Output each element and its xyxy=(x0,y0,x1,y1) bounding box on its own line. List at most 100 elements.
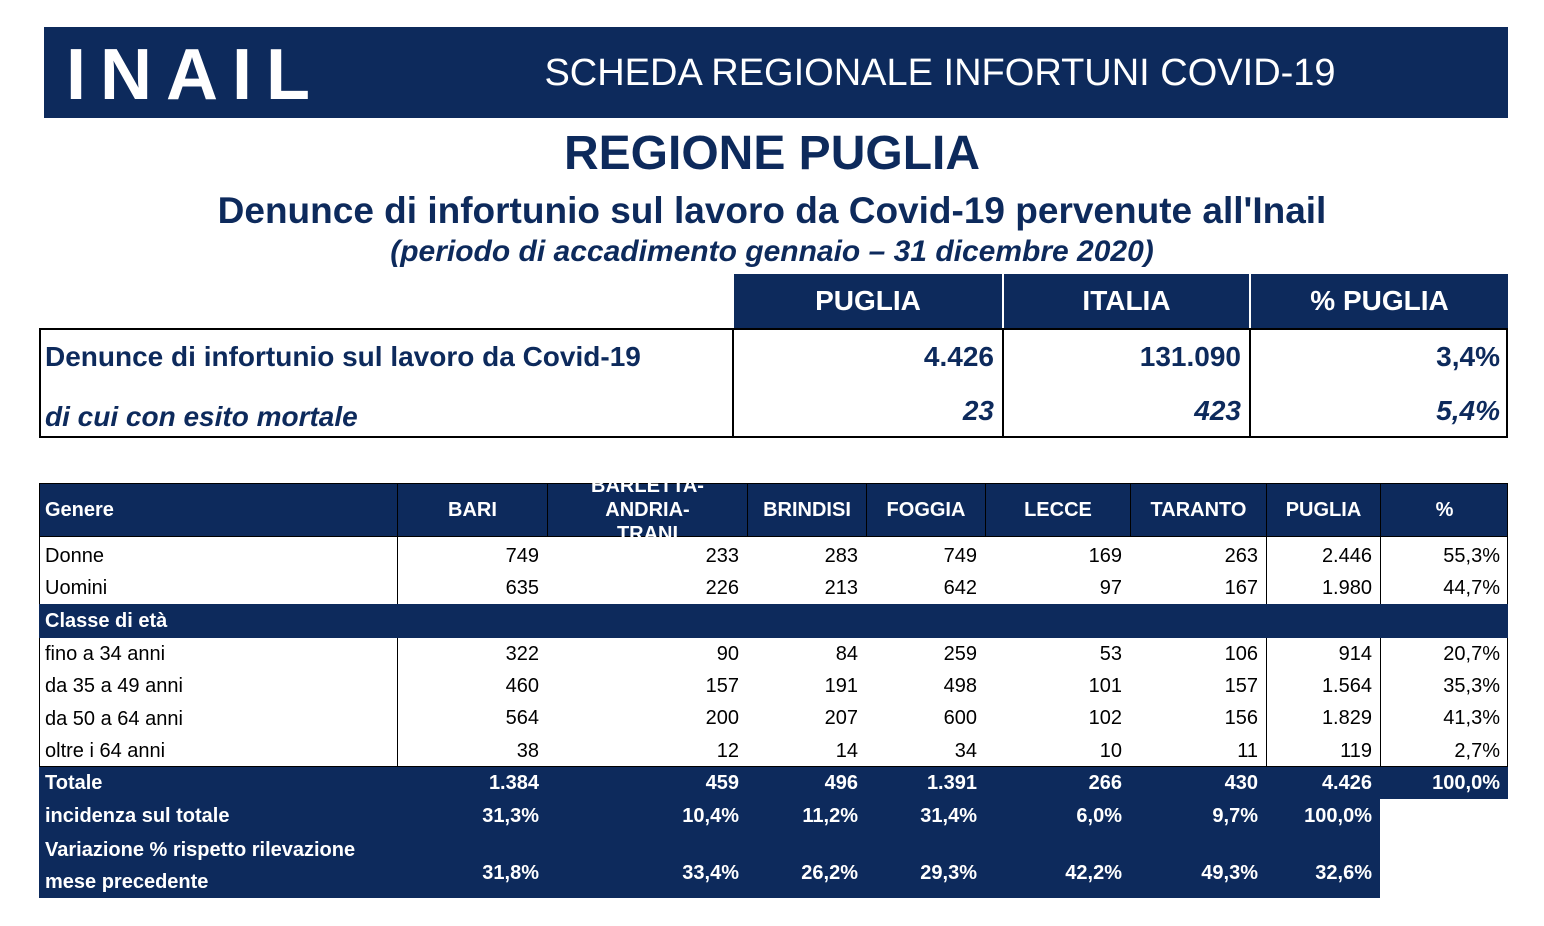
column-header: TARANTO xyxy=(1130,483,1266,537)
cell-value: 167 xyxy=(1224,576,1258,599)
cell-value: 263 xyxy=(1224,544,1258,567)
summary-value: 3,4% xyxy=(1436,341,1500,372)
cell-value: 35,3% xyxy=(1443,674,1500,697)
row-band xyxy=(39,767,1508,799)
header-band xyxy=(44,27,1508,118)
row-label: incidenza sul totale xyxy=(45,805,230,827)
cell-value: 496 xyxy=(824,771,858,794)
row-band xyxy=(39,833,1380,898)
cell-value: 12 xyxy=(716,739,739,762)
summary-label: Denunce di infortunio sul lavoro da Covi… xyxy=(45,341,641,372)
cell-value: 169 xyxy=(1088,544,1122,567)
cell-value: 11,2% xyxy=(802,804,858,827)
cell-value: 97 xyxy=(1099,576,1122,599)
column-header: PUGLIA xyxy=(1266,483,1380,537)
cell-value: 1.391 xyxy=(926,771,977,794)
cell-value: 6,0% xyxy=(1076,804,1122,827)
cell-value: 32,6% xyxy=(1315,862,1372,884)
summary-divider xyxy=(732,328,734,438)
summary-divider xyxy=(1002,328,1004,438)
cell-value: 2,7% xyxy=(1454,739,1500,762)
column-header: BRINDISI xyxy=(747,483,866,537)
cell-value: 101 xyxy=(1088,674,1122,697)
row-band xyxy=(39,604,1508,638)
row-label: Donne xyxy=(45,545,104,567)
summary-box xyxy=(39,328,1508,438)
cell-value: 191 xyxy=(824,674,858,697)
cell-value: 44,7% xyxy=(1443,576,1500,599)
summary-header: ITALIA xyxy=(1002,274,1249,328)
period: (periodo di accadimento gennaio – 31 dic… xyxy=(390,235,1154,268)
header-title: SCHEDA REGIONALE INFORTUNI COVID-19 xyxy=(544,52,1336,94)
summary-label: di cui con esito mortale xyxy=(45,401,358,432)
cell-value: 49,3% xyxy=(1201,862,1258,884)
cell-value: 31,8% xyxy=(482,862,539,884)
summary-value: 23 xyxy=(962,395,994,426)
cell-value: 11 xyxy=(1237,739,1258,762)
cell-value: 38 xyxy=(516,739,539,762)
cell-value: 1.384 xyxy=(488,771,539,794)
cell-value: 498 xyxy=(943,674,977,697)
cell-value: 564 xyxy=(505,707,539,729)
cell-value: 41,3% xyxy=(1443,707,1500,729)
logo: INAIL xyxy=(66,35,324,115)
summary-value: 4.426 xyxy=(923,341,994,372)
cell-value: 42,2% xyxy=(1065,862,1122,884)
cell-value: 914 xyxy=(1338,642,1372,665)
cell-value: 322 xyxy=(505,642,539,665)
summary-value: 5,4% xyxy=(1436,395,1500,426)
column-header: % xyxy=(1380,483,1508,537)
cell-value: 9,7% xyxy=(1212,804,1258,827)
cell-value: 90 xyxy=(716,642,739,665)
row-label: oltre i 64 anni xyxy=(45,740,166,762)
column-divider xyxy=(397,537,398,767)
cell-value: 20,7% xyxy=(1443,642,1500,665)
row-label: da 35 a 49 anni xyxy=(45,675,183,697)
summary-header: % PUGLIA xyxy=(1249,274,1508,328)
cell-value: 266 xyxy=(1088,771,1122,794)
row-band xyxy=(39,799,1380,833)
row-label: da 50 a 64 anni xyxy=(45,707,183,730)
cell-value: 119 xyxy=(1340,739,1372,762)
cell-value: 200 xyxy=(705,707,739,729)
cell-value: 53 xyxy=(1099,642,1122,665)
cell-value: 283 xyxy=(824,544,858,567)
cell-value: 84 xyxy=(835,642,858,665)
row-label: Totale xyxy=(45,772,103,794)
cell-value: 600 xyxy=(943,707,977,729)
cell-value: 29,3% xyxy=(920,862,977,884)
cell-value: 31,4% xyxy=(920,804,977,827)
column-header: BARLETTA-ANDRIA-TRANI xyxy=(547,475,747,545)
cell-value: 100,0% xyxy=(1432,771,1500,794)
cell-value: 430 xyxy=(1224,771,1258,794)
cell-value: 1.829 xyxy=(1321,707,1372,729)
summary-value: 423 xyxy=(1194,395,1241,426)
row-label: Classe di età xyxy=(45,610,168,632)
cell-value: 33,4% xyxy=(682,862,739,884)
cell-value: 749 xyxy=(943,544,977,567)
column-header: BARI xyxy=(397,483,547,537)
summary-value: 131.090 xyxy=(1139,341,1241,372)
row-label: Uomini xyxy=(45,577,108,599)
cell-value: 10 xyxy=(1099,739,1122,762)
cell-value: 10,4% xyxy=(682,804,739,827)
column-header: FOGGIA xyxy=(866,483,985,537)
cell-value: 213 xyxy=(824,576,858,599)
cell-value: 4.426 xyxy=(1321,771,1372,794)
cell-value: 31,3% xyxy=(482,804,539,827)
column-header: Genere xyxy=(45,499,114,521)
cell-value: 226 xyxy=(705,576,739,599)
cell-value: 34 xyxy=(954,739,977,762)
column-divider xyxy=(1266,537,1267,767)
cell-value: 642 xyxy=(943,576,977,599)
cell-value: 106 xyxy=(1224,642,1258,665)
cell-value: 749 xyxy=(505,544,539,567)
cell-value: 55,3% xyxy=(1443,544,1500,567)
cell-value: 26,2% xyxy=(801,862,858,884)
column-divider xyxy=(1380,537,1381,767)
cell-value: 207 xyxy=(824,707,858,729)
subtitle: Denunce di infortunio sul lavoro da Covi… xyxy=(217,190,1327,231)
cell-value: 102 xyxy=(1088,707,1122,729)
cell-value: 14 xyxy=(835,739,858,762)
cell-value: 157 xyxy=(705,674,739,697)
